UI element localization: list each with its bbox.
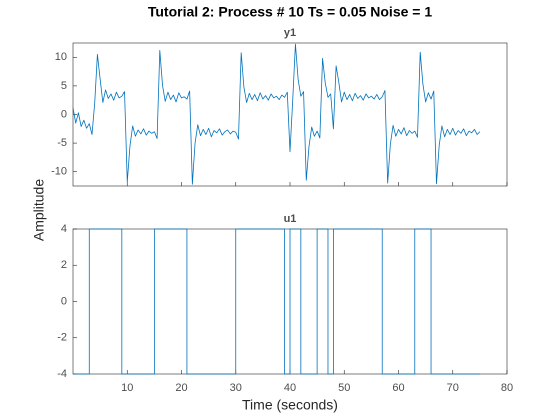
subplot-title: u1 xyxy=(284,213,297,225)
x-tick-label: 70 xyxy=(447,382,459,394)
input-signal xyxy=(73,228,480,375)
signal-line xyxy=(72,43,481,185)
y-tick-label: -4 xyxy=(57,368,67,380)
y-tick-label: 0 xyxy=(61,295,67,307)
y-tick-label: 4 xyxy=(61,223,67,235)
y-tick-label: 2 xyxy=(61,259,67,271)
y-tick-label: 10 xyxy=(55,51,67,63)
y-axis-label: Amplitude xyxy=(31,179,47,241)
y-tick-label: 0 xyxy=(61,108,67,120)
x-tick-label: 20 xyxy=(175,382,187,394)
x-tick-label: 80 xyxy=(501,382,513,394)
subplot-title: y1 xyxy=(284,27,296,39)
x-tick-label: 10 xyxy=(121,382,133,394)
x-tick-label: 30 xyxy=(230,382,242,394)
axes-box xyxy=(72,42,508,187)
y-tick-label: -10 xyxy=(51,166,67,178)
x-axis-label: Time (seconds) xyxy=(242,397,338,413)
x-tick-label: 60 xyxy=(392,382,404,394)
figure-title: Tutorial 2: Process # 10 Ts = 0.05 Noise… xyxy=(148,4,433,20)
y-tick-label: -2 xyxy=(57,332,67,344)
x-tick-label: 40 xyxy=(284,382,296,394)
x-tick-label: 50 xyxy=(338,382,350,394)
y-tick-label: 5 xyxy=(61,80,67,92)
y-tick-label: -5 xyxy=(57,137,67,149)
